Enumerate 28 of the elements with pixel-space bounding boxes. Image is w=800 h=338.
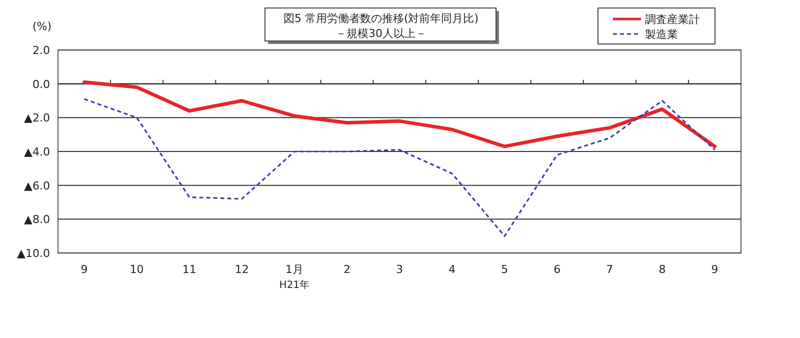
x-tick-label: 7 [606,263,614,276]
x-tick-label: 8 [658,263,666,276]
y-tick-label: ▲10.0 [17,247,50,260]
x-tick-label: 4 [448,263,456,276]
x-tick-label: 9 [80,263,88,276]
y-tick-label: ▲2.0 [24,112,50,125]
x-tick-label: 3 [396,263,403,276]
text: H21年 [279,279,310,291]
x-tick-label: 9 [711,263,718,276]
legend-label: 製造業 [645,28,678,41]
y-tick-label: ▲8.0 [24,213,50,226]
x-tick-label: 1月 [285,263,304,276]
line-series [82,80,716,148]
chart-title: 図5 常用労働者数の推移(対前年同月比) [283,12,479,25]
y-tick-label: ▲4.0 [24,146,50,158]
y-tick-label: 2.0 [32,44,50,57]
legend-label: 調査産業計 [645,13,700,26]
x-tick-label: 5 [501,263,508,276]
x-tick-label: 10 [130,263,144,276]
y-axis-title: (%) [32,20,52,33]
x-tick-label: 2 [343,263,350,276]
x-tick-label: 6 [554,263,561,276]
y-tick-label: ▲6.0 [24,179,50,192]
line-series [83,98,716,237]
y-tick-label: 0.0 [32,78,50,91]
x-tick-label: 12 [234,263,249,276]
chart-subtitle: －規模30人以上－ [336,27,426,40]
x-tick-label: 11 [182,263,196,276]
